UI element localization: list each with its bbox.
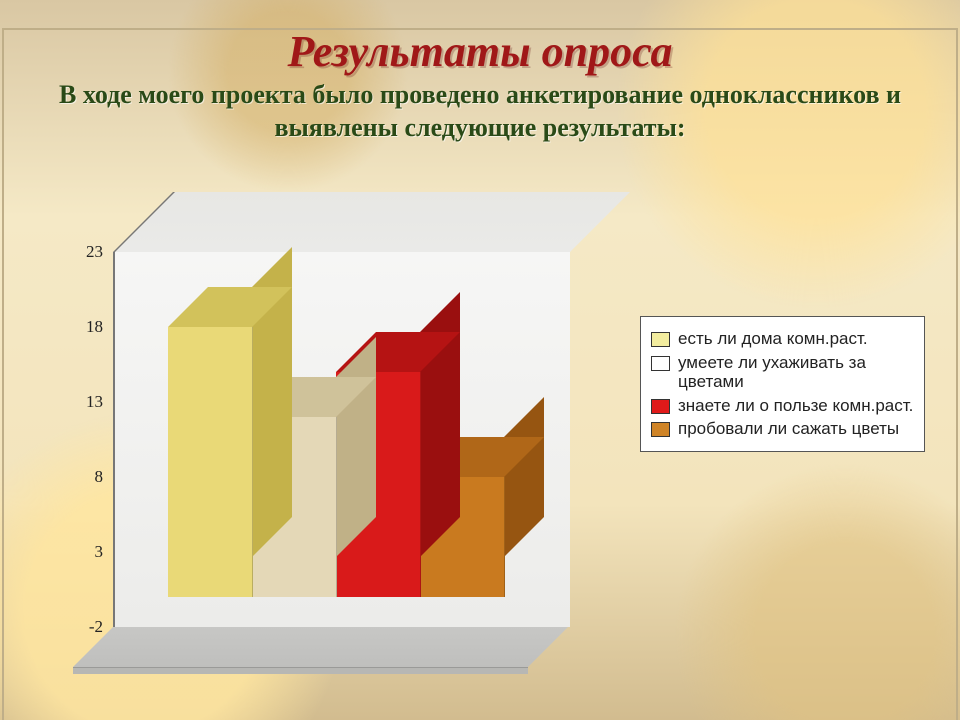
y-tick-label: 13 <box>86 392 103 412</box>
legend-swatch <box>651 332 670 347</box>
legend-label: есть ли дома комн.раст. <box>678 329 868 349</box>
chart-back-wall <box>113 192 630 252</box>
chart-bars-layer <box>113 252 568 627</box>
chart-legend: есть ли дома комн.раст. умеете ли ухажива… <box>640 316 925 452</box>
legend-row-2: знаете ли о пользе комн.раст. <box>649 396 914 416</box>
bar-0 <box>168 327 252 597</box>
y-tick-label: -2 <box>89 617 103 637</box>
page-subtitle: В ходе моего проекта было проведено анке… <box>40 79 920 144</box>
legend-swatch <box>651 399 670 414</box>
y-tick-label: 8 <box>95 467 104 487</box>
survey-bar-chart: -2 3 8 13 18 23 <box>55 234 615 679</box>
legend-label: пробовали ли сажать цветы <box>678 419 899 439</box>
chart-floor-edge <box>73 667 528 674</box>
legend-label: умеете ли ухаживать за цветами <box>678 353 914 392</box>
y-tick-label: 18 <box>86 317 103 337</box>
y-tick-label: 3 <box>95 542 104 562</box>
legend-row-0: есть ли дома комн.раст. <box>649 329 914 349</box>
y-tick-label: 23 <box>86 242 103 262</box>
chart-floor <box>73 627 568 667</box>
legend-row-1: умеете ли ухаживать за цветами <box>649 353 914 392</box>
chart-y-axis: -2 3 8 13 18 23 <box>55 234 109 679</box>
legend-row-3: пробовали ли сажать цветы <box>649 419 914 439</box>
legend-swatch <box>651 356 670 371</box>
page-title: Результаты опроса <box>40 26 920 77</box>
legend-label: знаете ли о пользе комн.раст. <box>678 396 913 416</box>
legend-swatch <box>651 422 670 437</box>
